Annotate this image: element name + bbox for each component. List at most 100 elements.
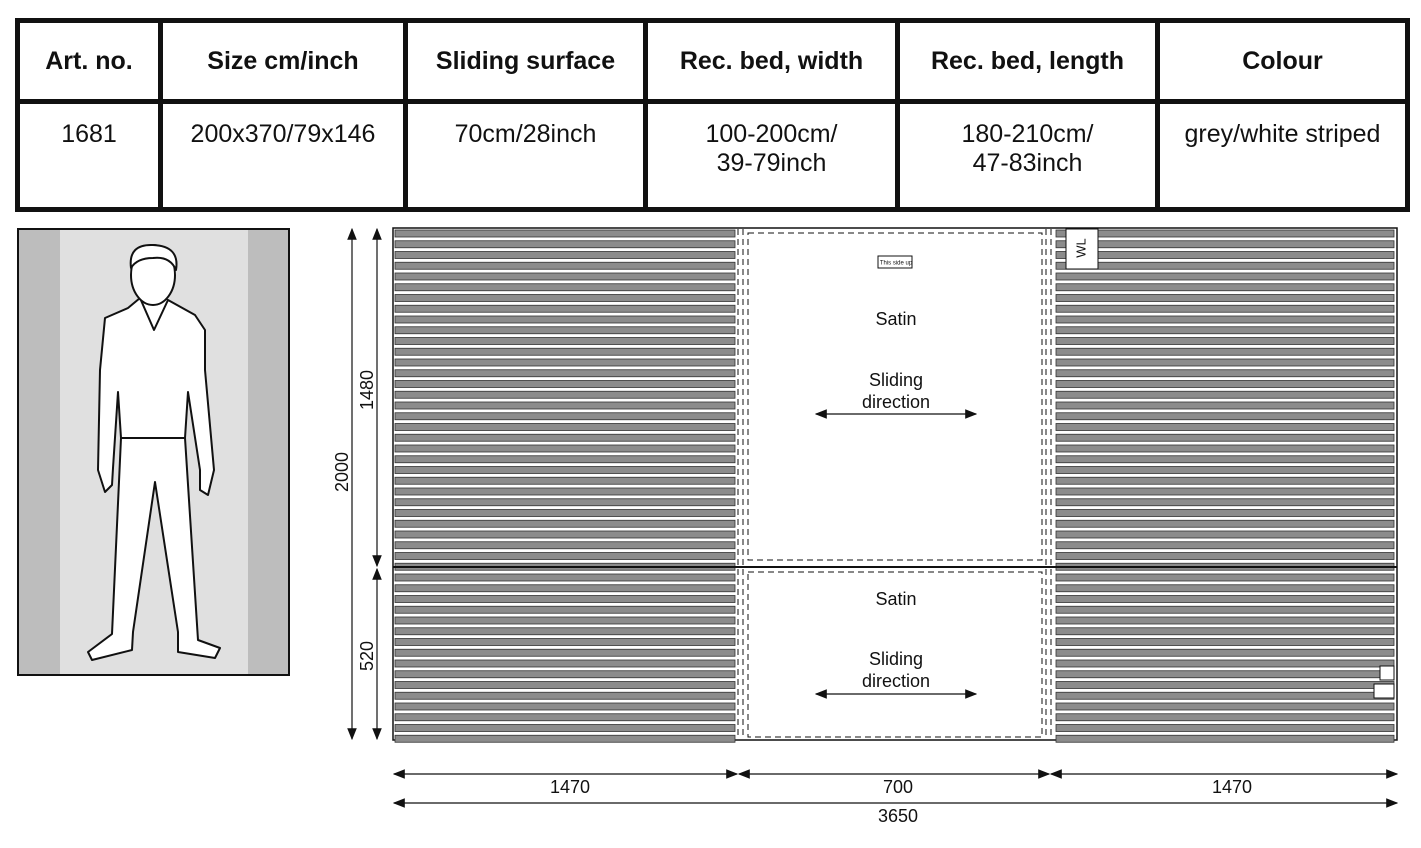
direction-label: Sliding direction [862,370,930,412]
stripe [394,734,736,743]
stripe [1055,724,1395,732]
material-label: Satin [875,309,916,329]
stripe [394,401,736,410]
stripe [1055,487,1395,496]
stripe [1055,423,1395,431]
stripe [1055,713,1395,722]
stripe [394,487,736,496]
stripe [1055,229,1395,238]
marker-label: WL [1073,238,1088,258]
stripe [394,519,736,528]
stripe [394,713,736,722]
stripe [394,681,736,689]
stripe [394,423,736,431]
stripe [394,466,736,474]
stripe [1055,638,1395,646]
stripe [1055,444,1395,453]
stripe [1055,455,1395,464]
material-label: Satin [875,589,916,609]
dimension-lines [347,227,1399,808]
dimension-label: 1480 [357,370,377,410]
stripe [1055,530,1395,539]
figure-box [17,228,290,676]
stripe [1055,519,1395,528]
stripe [1055,240,1395,249]
seam [747,571,1043,738]
stripe [1055,670,1395,679]
header-cell: Art. no. [15,18,163,104]
stripe [394,294,736,302]
stripe [1055,304,1395,313]
stripe [394,433,736,442]
stripe [1055,466,1395,474]
stripe [1055,294,1395,302]
stripe [394,283,736,292]
stripe [1055,541,1395,550]
dimension-label: 700 [883,777,913,797]
header-cell: Size cm/inch [158,18,408,104]
stripe [1055,627,1395,636]
stripe [394,347,736,356]
stripe [394,390,736,399]
data-row: 1681 200x370/79x146 70cm/28inch 100-200c… [15,99,1410,212]
stripe [394,261,736,270]
stripe [394,691,736,700]
stripe [394,326,736,335]
header-cell: Colour [1155,18,1410,104]
stripe [394,573,736,582]
stripe [394,380,736,388]
cell: 180-210cm/ 47-83inch [895,99,1160,212]
stripe [394,702,736,711]
stripe [1055,261,1395,270]
stripe [1055,616,1395,625]
dimension-label: 1470 [1212,777,1252,797]
direction-label: Sliding direction [862,649,930,691]
stripe [1055,315,1395,324]
cell: 100-200cm/ 39-79inch [643,99,900,212]
stripe [1055,573,1395,582]
stripe [1055,691,1395,700]
stripe [394,412,736,421]
stripe [394,476,736,485]
stripe [394,552,736,560]
tag-box [877,255,913,269]
dimension-label: 3650 [878,806,918,826]
cell: 200x370/79x146 [158,99,408,212]
stripe [394,444,736,453]
stripe [394,541,736,550]
stripe [394,659,736,668]
patch [1379,665,1395,681]
stripe [1055,358,1395,367]
cell: 70cm/28inch [403,99,648,212]
stripe [1055,251,1395,259]
stripe [1055,401,1395,410]
stripe [394,670,736,679]
stripe [394,605,736,614]
cell: grey/white striped [1155,99,1410,212]
stripe [394,337,736,345]
header-row: Art. no. Size cm/inch Sliding surface Re… [15,18,1410,104]
stripe [394,498,736,507]
stripe [394,724,736,732]
stripe [1055,509,1395,517]
stripe [1055,412,1395,421]
stripe [394,229,736,238]
stripe [1055,476,1395,485]
stripe [1055,584,1395,593]
header-cell: Rec. bed, length [895,18,1160,104]
stripe [1055,326,1395,335]
stripe [394,369,736,378]
dimension-label: 2000 [332,452,352,492]
patch [1373,683,1395,699]
stripe [1055,681,1395,689]
stripe [1055,380,1395,388]
stripe [394,616,736,625]
stripe [1055,337,1395,345]
stripe [1055,498,1395,507]
stripe [394,648,736,657]
dimension-label: 1470 [550,777,590,797]
header-cell: Rec. bed, width [643,18,900,104]
marker-box [1065,228,1099,270]
stripe [394,584,736,593]
